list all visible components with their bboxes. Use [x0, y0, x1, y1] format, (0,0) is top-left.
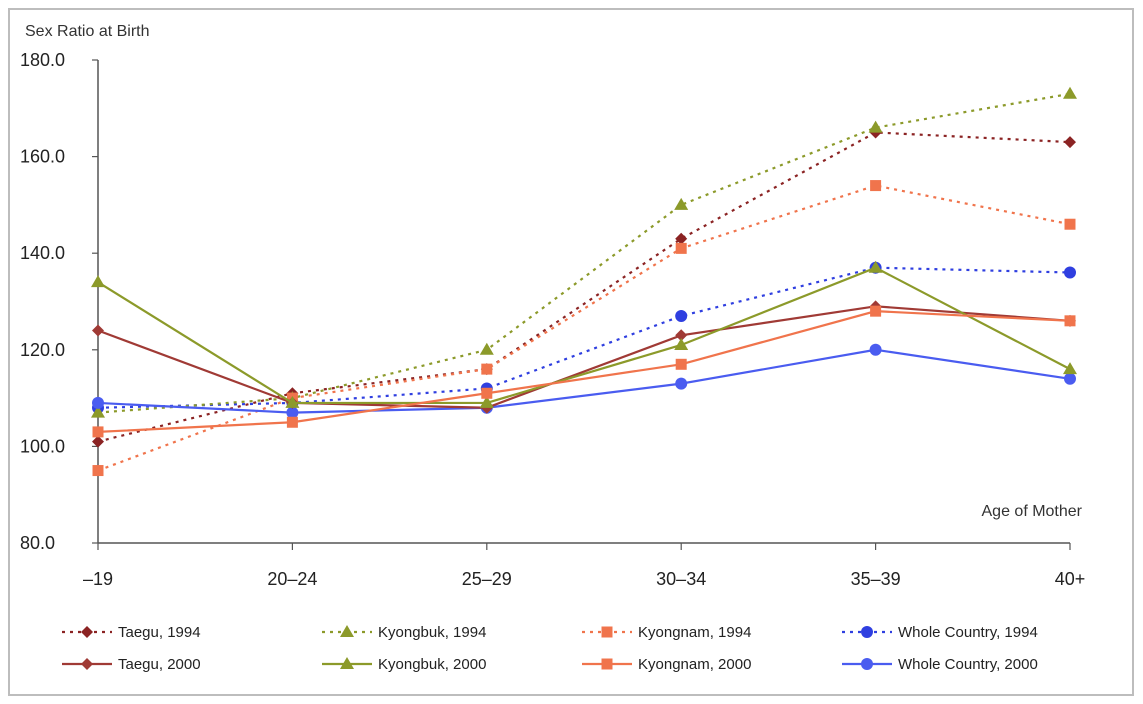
data-point: [286, 416, 298, 428]
data-point: [870, 180, 882, 192]
series-layer: [91, 86, 1077, 477]
legend-label: Kyongbuk, 1994: [378, 624, 486, 641]
x-tick-label: 30–34: [656, 569, 706, 589]
y-axis-title: Sex Ratio at Birth: [25, 23, 150, 40]
legend: Taegu, 1994 Kyongbuk, 1994 Kyongnam, 1994 W…: [62, 624, 1038, 673]
data-point: [675, 377, 688, 390]
series-line: [97, 131, 1071, 443]
data-point: [91, 275, 105, 288]
data-point: [1064, 315, 1076, 327]
series-0: [92, 126, 1076, 448]
y-tick-label: 120.0: [20, 340, 65, 360]
legend-label: Taegu, 1994: [118, 624, 201, 641]
data-point: [479, 395, 494, 408]
data-point: [92, 426, 104, 438]
data-point: [675, 309, 688, 322]
data-point: [674, 337, 689, 350]
y-tick-label: 160.0: [20, 147, 65, 167]
data-point: [1064, 266, 1076, 279]
legend-marker: [81, 626, 93, 638]
x-tick-label: –19: [83, 569, 113, 589]
y-tick-label: 100.0: [20, 436, 65, 456]
data-point: [91, 405, 105, 418]
data-point: [675, 242, 687, 254]
legend-item: Whole Country, 1994: [842, 624, 1038, 641]
legend-label: Kyongbuk, 2000: [378, 656, 486, 673]
legend-item: Taegu, 2000: [62, 656, 201, 673]
series-line: [97, 184, 1071, 472]
data-point: [870, 305, 882, 317]
series-2: [92, 180, 1076, 477]
series-line: [97, 92, 1071, 414]
legend-marker: [340, 657, 354, 669]
legend-item: Kyongnam, 1994: [582, 624, 751, 641]
data-point: [92, 465, 104, 477]
legend-item: Kyongbuk, 2000: [322, 656, 486, 673]
series-7: [92, 343, 1076, 419]
data-point: [286, 406, 299, 419]
series-1: [91, 86, 1077, 418]
legend-marker: [340, 625, 354, 637]
series-line: [97, 266, 1071, 409]
chart-frame: [8, 8, 1134, 696]
x-tick-label: 25–29: [462, 569, 512, 589]
legend-item: Taegu, 1994: [62, 624, 201, 641]
data-point: [481, 363, 493, 375]
data-point: [285, 395, 300, 408]
legend-label: Whole Country, 2000: [898, 656, 1038, 673]
x-tick-label: 35–39: [851, 569, 901, 589]
data-point: [92, 324, 104, 337]
data-point: [675, 232, 688, 245]
data-point: [1063, 86, 1077, 99]
data-point: [1064, 136, 1076, 149]
x-tick-label: 40+: [1055, 569, 1086, 589]
data-point: [479, 342, 494, 355]
data-point: [1064, 372, 1076, 385]
legend-label: Kyongnam, 2000: [638, 656, 751, 673]
legend-marker: [601, 658, 613, 670]
legend-marker: [861, 626, 873, 638]
x-axis-title: Age of Mother: [982, 503, 1083, 520]
series-line: [97, 305, 1071, 409]
data-point: [92, 396, 104, 409]
legend-item: Whole Country, 2000: [842, 656, 1038, 673]
data-point: [675, 358, 687, 370]
data-point: [675, 329, 688, 342]
legend-label: Taegu, 2000: [118, 656, 201, 673]
y-tick-label: 140.0: [20, 243, 65, 263]
legend-label: Whole Country, 1994: [898, 624, 1038, 641]
legend-marker: [81, 658, 93, 670]
data-point: [1064, 218, 1076, 230]
data-point: [1063, 362, 1077, 375]
data-point: [481, 387, 493, 399]
series-5: [91, 260, 1077, 408]
legend-label: Kyongnam, 1994: [638, 624, 751, 641]
data-point: [869, 343, 882, 356]
legend-marker: [601, 626, 613, 638]
series-3: [92, 261, 1076, 414]
y-tick-label: 180.0: [20, 50, 65, 70]
axes: 80.0 100.0 120.0 140.0 160.0 180.0 –19 20–24 25–…: [20, 50, 1085, 589]
data-point: [92, 435, 104, 448]
legend-item: Kyongbuk, 1994: [322, 624, 486, 641]
data-point: [868, 260, 883, 273]
legend-marker: [861, 658, 873, 670]
series-line: [97, 348, 1071, 414]
series-line: [97, 310, 1071, 434]
data-point: [674, 197, 689, 210]
legend-item: Kyongnam, 2000: [582, 656, 751, 673]
data-point: [868, 120, 883, 133]
series-6: [92, 305, 1076, 438]
y-tick-label: 80.0: [20, 533, 55, 553]
x-tick-label: 20–24: [267, 569, 317, 589]
series-line: [97, 266, 1071, 405]
